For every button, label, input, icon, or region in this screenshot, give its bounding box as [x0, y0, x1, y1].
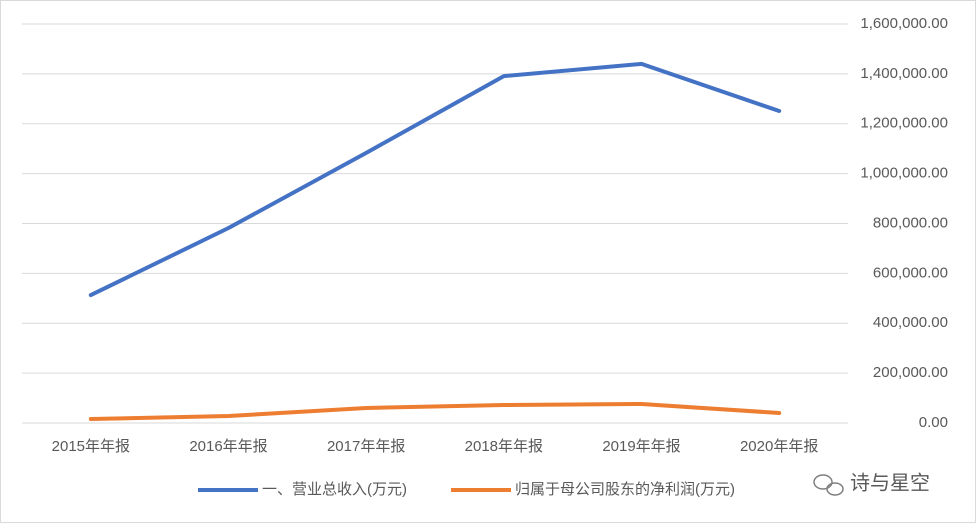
- y-tick-label: 800,000.00: [873, 214, 948, 231]
- x-tick-label: 2020年年报: [740, 438, 818, 455]
- x-tick-label: 2015年年报: [52, 438, 130, 455]
- y-tick-label: 0.00: [919, 414, 948, 431]
- legend-label: 一、营业总收入(万元): [262, 481, 407, 498]
- watermark-icon: [813, 474, 844, 496]
- y-tick-label: 1,200,000.00: [860, 115, 948, 132]
- x-tick-label: 2017年年报: [327, 438, 405, 455]
- series-line: [88, 61, 782, 298]
- y-tick-label: 400,000.00: [873, 314, 948, 331]
- x-tick-label: 2018年年报: [465, 438, 543, 455]
- x-tick-label: 2019年年报: [602, 438, 680, 455]
- x-tick-label: 2016年年报: [189, 438, 267, 455]
- legend-label: 归属于母公司股东的净利润(万元): [515, 481, 735, 498]
- y-tick-label: 1,600,000.00: [860, 15, 948, 32]
- y-tick-label: 600,000.00: [873, 264, 948, 281]
- series-line: [88, 402, 782, 421]
- y-tick-label: 1,000,000.00: [860, 165, 948, 182]
- watermark: 诗与星空: [850, 471, 930, 494]
- y-tick-label: 1,400,000.00: [860, 65, 948, 82]
- y-tick-label: 200,000.00: [873, 364, 948, 381]
